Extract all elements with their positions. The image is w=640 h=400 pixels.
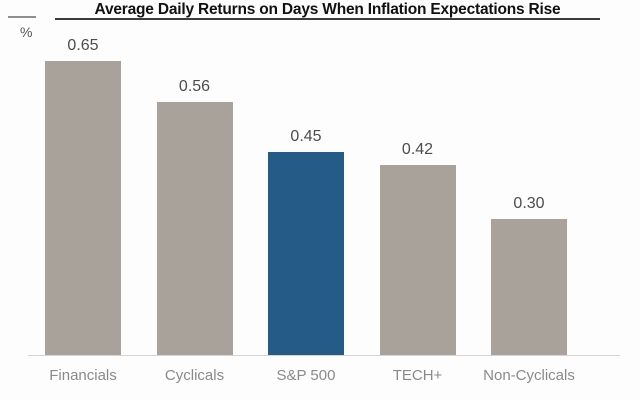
value-label-s-p-500: 0.45 [290,128,322,145]
bar-non-cyclicals [491,219,567,355]
x-axis-baseline [28,355,620,356]
value-label-cyclicals: 0.56 [178,78,211,95]
category-label-financials: Financials [49,367,117,384]
chart-title: Average Daily Returns on Days When Infla… [94,1,561,18]
axis-tick-line [8,16,36,18]
value-label-non-cyclicals: 0.30 [513,195,545,212]
y-axis-unit-label: % [20,24,33,40]
category-label-cyclicals: Cyclicals [164,367,225,384]
value-label-financials: 0.65 [67,37,99,54]
bar-cyclicals [156,102,233,355]
bar-s-p-500 [268,152,344,355]
category-label-non-cyclicals: Non-Cyclicals [483,367,575,384]
category-label-s-p-500: S&P 500 [276,367,336,384]
bar-tech [379,165,456,355]
category-label-tech: TECH+ [392,367,443,384]
bar-financials [45,61,121,355]
title-underline [55,18,600,20]
value-label-tech: 0.42 [401,141,434,158]
